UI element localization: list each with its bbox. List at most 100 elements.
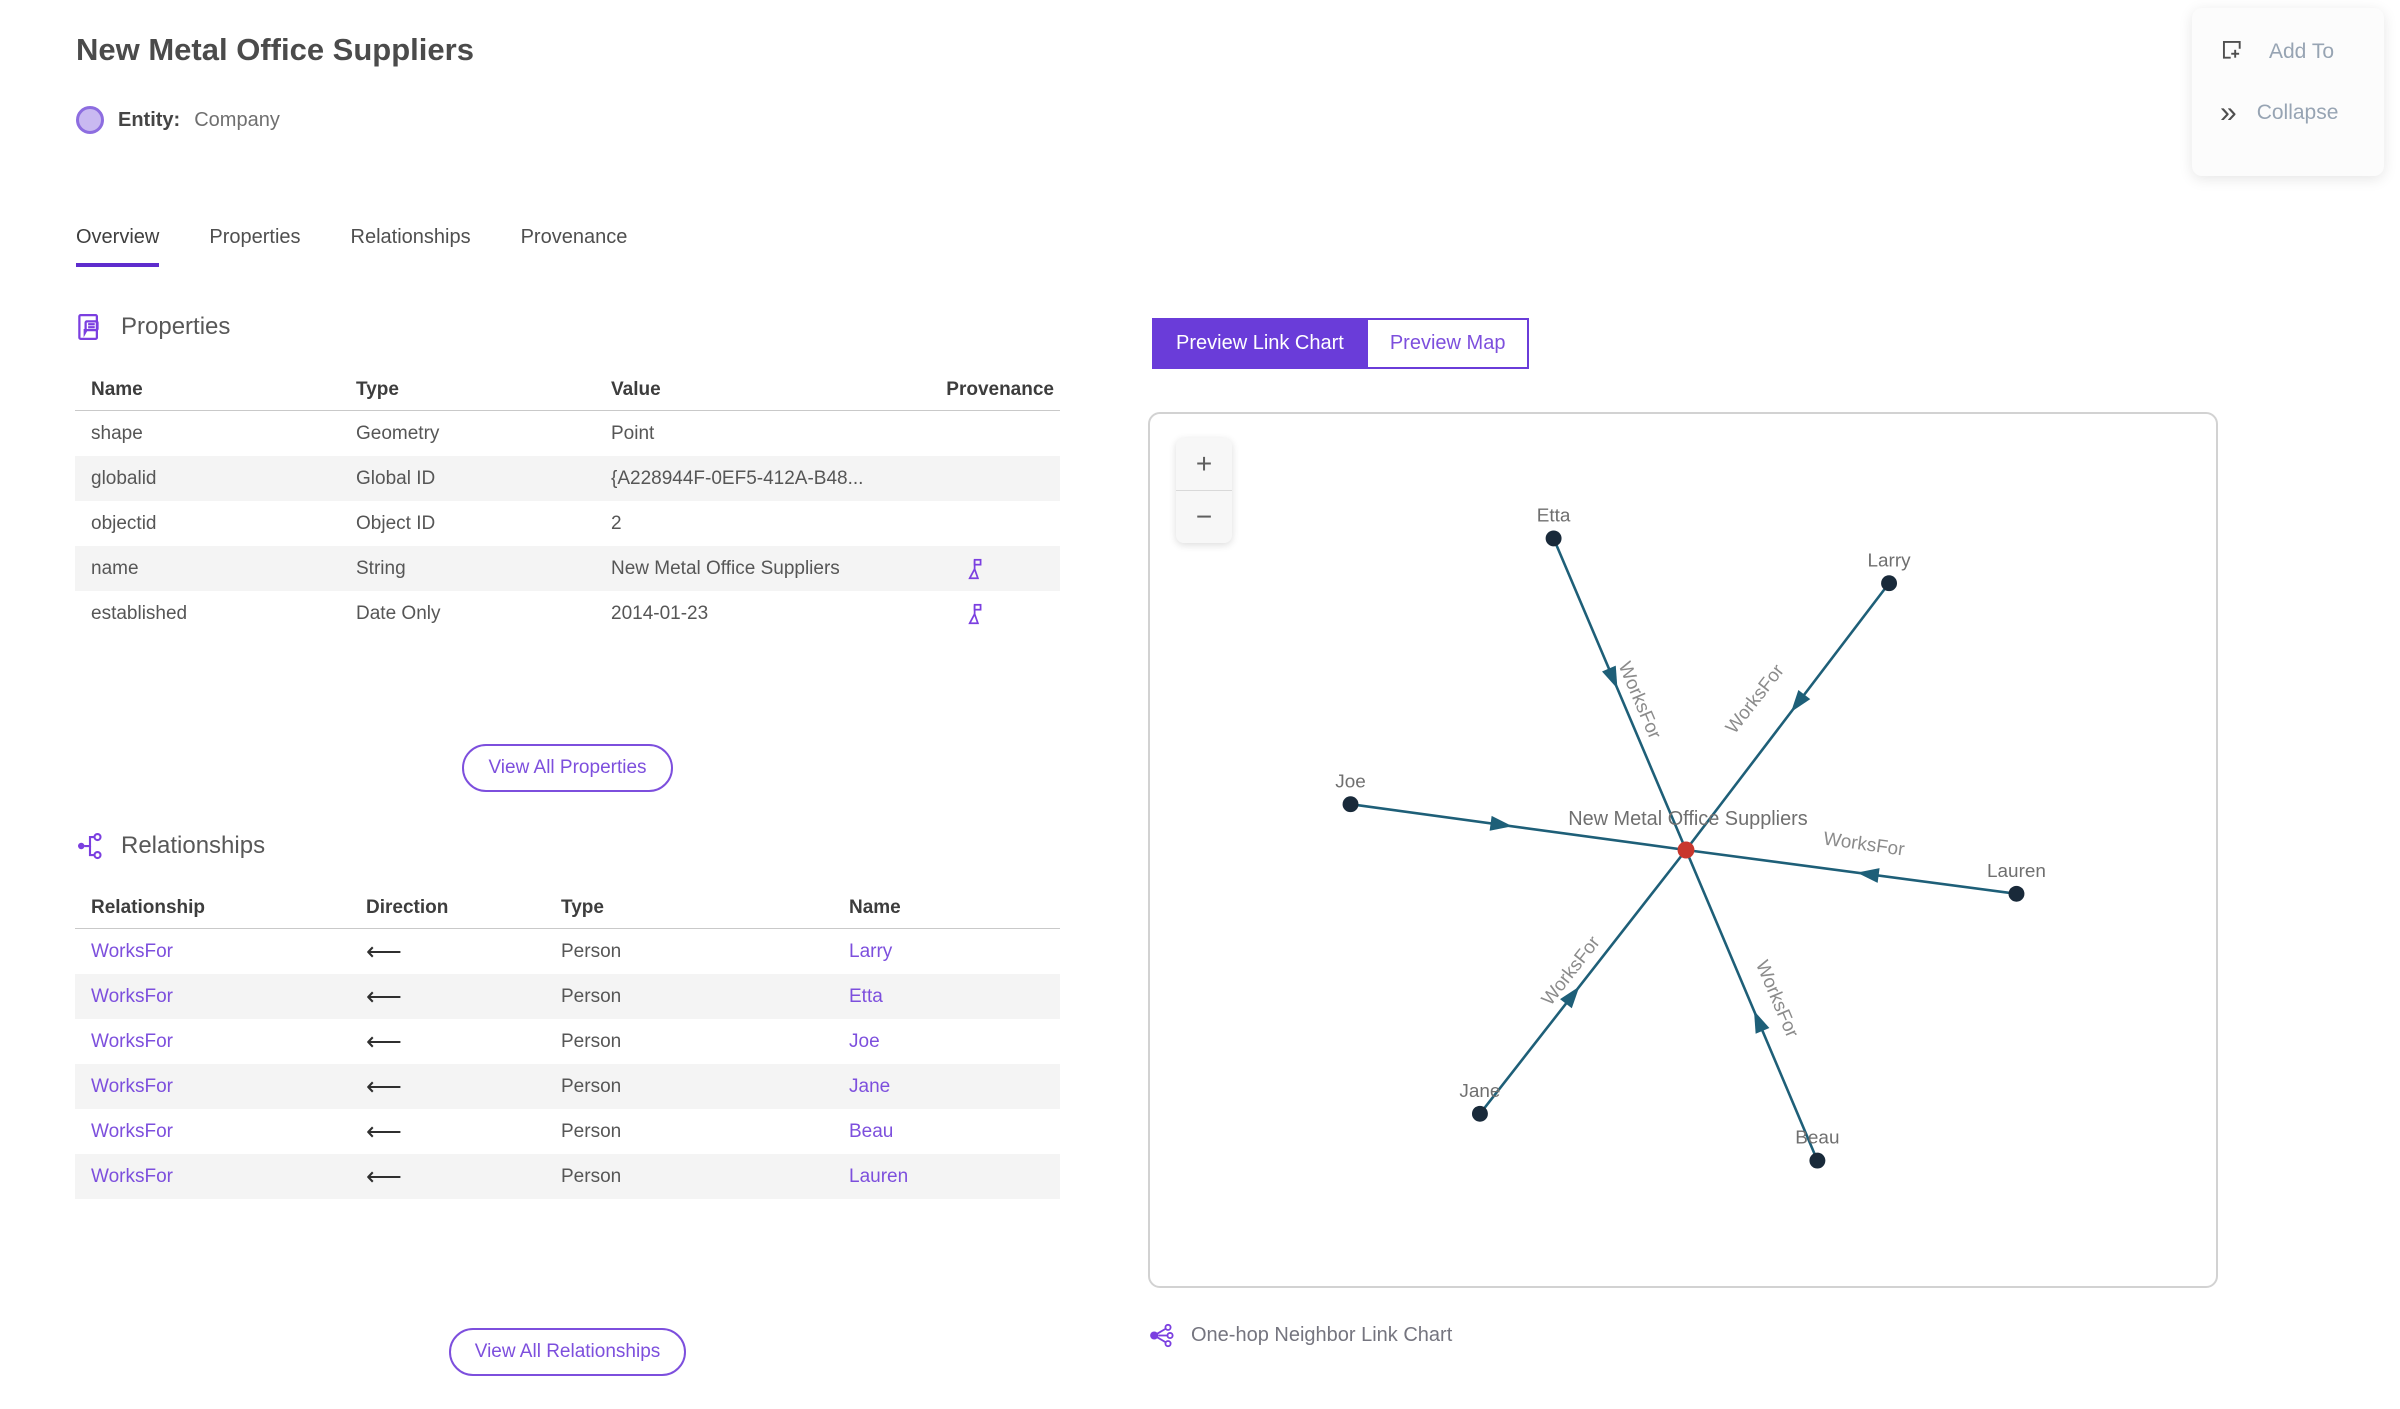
property-name: objectid — [91, 512, 157, 534]
node-label-beau: Beau — [1795, 1128, 1839, 1149]
relationship-type-link[interactable]: WorksFor — [91, 1075, 173, 1097]
node-lauren[interactable] — [2008, 885, 2025, 902]
property-name: shape — [91, 422, 143, 444]
relationship-row-jane: WorksFor ⟵ Person Jane — [75, 1064, 1060, 1109]
relationship-entity-type: Person — [561, 1030, 622, 1052]
property-name: established — [91, 602, 188, 624]
property-value: {A228944F-0EF5-412A-B48... — [611, 467, 864, 489]
properties-col-name: Name — [91, 379, 143, 400]
square-plus-icon — [2222, 40, 2241, 59]
relationships-section-header: Relationships — [75, 831, 265, 861]
node-center[interactable] — [1677, 841, 1695, 859]
node-larry[interactable] — [1881, 575, 1898, 592]
double-chevron-right-icon: » — [2220, 96, 2237, 129]
zoom-divider — [1176, 490, 1232, 491]
property-provenance — [930, 601, 1060, 627]
add-to-button[interactable]: Add To — [2220, 38, 2384, 65]
page-title: New Metal Office Suppliers — [76, 32, 474, 67]
tab-relationships[interactable]: Relationships — [350, 226, 471, 248]
relationship-entity-type: Person — [561, 1120, 622, 1142]
relationship-type-link[interactable]: WorksFor — [91, 940, 173, 962]
property-type: Object ID — [356, 512, 436, 534]
tab-overview[interactable]: Overview — [76, 226, 160, 267]
property-row-globalid: globalid Global ID {A228944F-0EF5-412A-B48… — [75, 456, 1060, 501]
edge-larry — [1684, 582, 1891, 851]
view-all-properties-wrap: View All Properties — [75, 744, 1060, 792]
link-chart-icon — [78, 832, 102, 860]
view-all-relationships-button[interactable]: View All Relationships — [448, 1328, 687, 1376]
entity-row: Entity: Company — [76, 106, 280, 134]
link-chart-panel: WorksFor WorksFor WorksFor WorksFor WorksFor… — [1148, 412, 2218, 1288]
relationship-type-link[interactable]: WorksFor — [91, 985, 173, 1007]
relationship-type-link[interactable]: WorksFor — [91, 1030, 173, 1052]
relationship-name-link[interactable]: Etta — [849, 985, 883, 1007]
relationship-name-link[interactable]: Jane — [849, 1075, 891, 1097]
edge-arrow-lauren — [1856, 868, 1880, 883]
provenance-flag-icon[interactable] — [960, 601, 986, 627]
form-bubble-icon — [78, 314, 99, 340]
tab-provenance[interactable]: Provenance — [520, 226, 628, 248]
view-all-relationships-wrap: View All Relationships — [75, 1328, 1060, 1376]
relationship-direction: ⟵ — [366, 1027, 402, 1056]
collapse-label: Collapse — [2256, 101, 2339, 124]
relationship-direction: ⟵ — [366, 937, 402, 966]
edge-arrow-joe — [1489, 815, 1513, 831]
view-all-properties-button[interactable]: View All Properties — [462, 744, 673, 792]
properties-col-value: Value — [611, 379, 661, 400]
provenance-flag-icon[interactable] — [960, 556, 986, 582]
properties-col-provenance: Provenance — [946, 379, 1054, 400]
relationship-row-lauren: WorksFor ⟵ Person Lauren — [75, 1154, 1060, 1199]
chart-zoom-control: + − — [1176, 438, 1232, 543]
node-label-joe: Joe — [1335, 771, 1365, 792]
relationship-entity-type: Person — [561, 1165, 622, 1187]
edge-label-lauren: WorksFor — [1822, 828, 1906, 860]
relationship-type-link[interactable]: WorksFor — [91, 1120, 173, 1142]
zoom-in-button[interactable]: + — [1176, 438, 1232, 490]
relationships-col-direction: Direction — [366, 897, 449, 918]
relationships-table-header: Relationship Direction Type Name — [75, 888, 1060, 929]
node-label-lauren: Lauren — [1987, 861, 2046, 882]
actions-card: Add To » Collapse — [2192, 8, 2384, 176]
relationship-name-link[interactable]: Beau — [849, 1120, 894, 1142]
relationships-col-relationship: Relationship — [91, 897, 206, 918]
relationship-row-joe: WorksFor ⟵ Person Joe — [75, 1019, 1060, 1064]
relationship-type-link[interactable]: WorksFor — [91, 1165, 173, 1187]
node-joe[interactable] — [1342, 796, 1359, 813]
property-name: globalid — [91, 467, 157, 489]
node-label-etta: Etta — [1537, 506, 1571, 527]
properties-section-title: Properties — [121, 313, 231, 340]
preview-toggle: Preview Link Chart Preview Map — [1152, 318, 1530, 369]
property-value: Point — [611, 422, 655, 444]
node-beau[interactable] — [1809, 1152, 1826, 1169]
tab-bar: Overview Properties Relationships Provenanc… — [76, 226, 627, 267]
edge-beau — [1684, 849, 1819, 1162]
property-row-established: established Date Only 2014-01-23 — [75, 591, 1060, 636]
relationships-col-type: Type — [561, 897, 604, 918]
tab-properties[interactable]: Properties — [209, 226, 301, 248]
relationship-row-beau: WorksFor ⟵ Person Beau — [75, 1109, 1060, 1154]
node-label-jane: Jane — [1459, 1081, 1500, 1102]
relationship-entity-type: Person — [561, 940, 622, 962]
preview-map-button[interactable]: Preview Map — [1365, 318, 1530, 369]
relationship-direction: ⟵ — [366, 1162, 402, 1191]
property-value: New Metal Office Suppliers — [611, 557, 840, 579]
node-jane[interactable] — [1471, 1105, 1488, 1122]
relationships-col-name: Name — [849, 897, 901, 918]
edge-joe — [1350, 802, 1687, 852]
entity-value: Company — [194, 108, 280, 131]
property-type: Geometry — [356, 422, 440, 444]
relationship-direction: ⟵ — [366, 1117, 402, 1146]
property-type: String — [356, 557, 406, 579]
add-to-label: Add To — [2269, 39, 2334, 63]
node-etta[interactable] — [1545, 530, 1562, 547]
relationship-name-link[interactable]: Lauren — [849, 1165, 909, 1187]
relationship-name-link[interactable]: Joe — [849, 1030, 880, 1052]
collapse-button[interactable]: » Collapse — [2220, 96, 2384, 129]
zoom-out-button[interactable]: − — [1176, 491, 1232, 543]
entity-label: Entity: — [118, 108, 181, 131]
relationship-name-link[interactable]: Larry — [849, 940, 893, 962]
edge-arrow-etta — [1602, 665, 1618, 689]
edge-arrow-beau — [1753, 1010, 1770, 1034]
preview-link-chart-button[interactable]: Preview Link Chart — [1152, 318, 1366, 369]
